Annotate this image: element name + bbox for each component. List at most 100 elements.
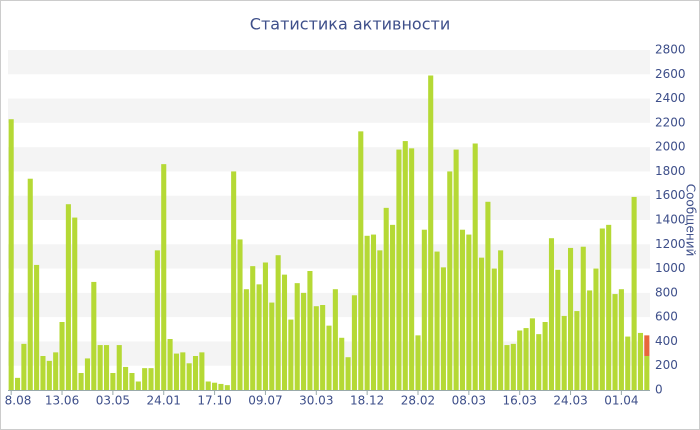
bar [237, 239, 243, 390]
bar [275, 255, 281, 390]
bar [587, 290, 593, 390]
bar [262, 262, 268, 390]
bar [205, 381, 211, 390]
bar [192, 356, 199, 390]
bar [313, 306, 319, 390]
bar [440, 267, 446, 390]
bar [294, 283, 300, 390]
bar [612, 294, 618, 390]
bar [84, 358, 90, 390]
y-tick-label: 2200 [655, 115, 686, 129]
bar [167, 339, 173, 390]
bar [625, 336, 631, 390]
bar [110, 373, 116, 390]
bar [301, 292, 307, 390]
bar [59, 322, 65, 390]
bar [459, 229, 466, 390]
bar [173, 353, 179, 390]
bar [148, 368, 154, 390]
y-tick-label: 1000 [655, 261, 686, 275]
bar [644, 335, 650, 356]
bar [428, 75, 434, 390]
bar [593, 268, 599, 390]
bar [351, 295, 357, 390]
y-tick-label: 2400 [655, 91, 686, 105]
bar [34, 264, 40, 390]
x-tick-label: 13.06 [45, 394, 79, 408]
grid-band [8, 50, 650, 75]
bar [466, 234, 472, 390]
y-tick-label: 2000 [655, 140, 686, 154]
chart-title: Статистика активности [250, 15, 450, 34]
bar [53, 352, 59, 390]
bar [536, 334, 542, 390]
bar [568, 247, 574, 390]
bar [231, 171, 237, 390]
bar [447, 171, 453, 390]
y-tick-label: 200 [655, 358, 678, 372]
x-tick-label: 03.05 [96, 394, 130, 408]
bar [91, 281, 97, 390]
bar [453, 149, 459, 390]
bar [256, 284, 262, 390]
bar [370, 234, 377, 390]
bar [332, 289, 338, 390]
bar [250, 266, 256, 390]
bar [281, 274, 288, 390]
bar [421, 229, 427, 390]
grid-band [8, 195, 650, 220]
x-tick-label: 01.04 [604, 394, 638, 408]
bar [345, 357, 351, 390]
y-tick-label: 1200 [655, 237, 686, 251]
x-tick-label: 8.08 [5, 394, 32, 408]
grid-band [8, 244, 650, 269]
bar [364, 235, 370, 390]
bar [517, 330, 523, 390]
bar [402, 141, 408, 390]
bar [548, 238, 555, 390]
bar [599, 228, 605, 390]
y-tick-label: 1600 [655, 188, 686, 202]
bar [180, 352, 186, 390]
bar [434, 251, 440, 390]
bar [396, 149, 402, 390]
bar [504, 345, 510, 390]
x-tick-label: 17.10 [197, 394, 231, 408]
y-tick-label: 1400 [655, 213, 686, 227]
y-tick-label: 2600 [655, 67, 686, 81]
bar [320, 305, 326, 390]
bar [154, 250, 160, 390]
y-tick-label: 1800 [655, 164, 686, 178]
bar [485, 201, 491, 390]
bar [269, 302, 275, 390]
bar [606, 224, 612, 390]
x-tick-label: 09.07 [248, 394, 282, 408]
bar [27, 178, 33, 390]
bar [561, 315, 567, 390]
y-tick-label: 0 [655, 383, 663, 397]
x-tick-label: 18.12 [350, 394, 384, 408]
bar [377, 250, 383, 390]
bar [123, 366, 129, 390]
bar [161, 164, 167, 390]
bar [491, 268, 497, 390]
x-tick-label: 24.03 [553, 394, 587, 408]
x-tick-label: 24.01 [147, 394, 181, 408]
bar [574, 311, 580, 390]
bar [116, 345, 122, 390]
bar [40, 356, 46, 390]
bar [186, 363, 192, 390]
y-axis-title: Сообщений [684, 184, 698, 257]
bar [212, 382, 218, 390]
bar [224, 385, 230, 390]
bar [72, 217, 78, 390]
bar [542, 322, 548, 390]
bar [409, 148, 415, 390]
bar [103, 345, 110, 390]
bar [523, 328, 529, 390]
bar [78, 373, 84, 390]
bar [218, 383, 224, 390]
bar [390, 224, 396, 390]
bar [580, 246, 586, 390]
